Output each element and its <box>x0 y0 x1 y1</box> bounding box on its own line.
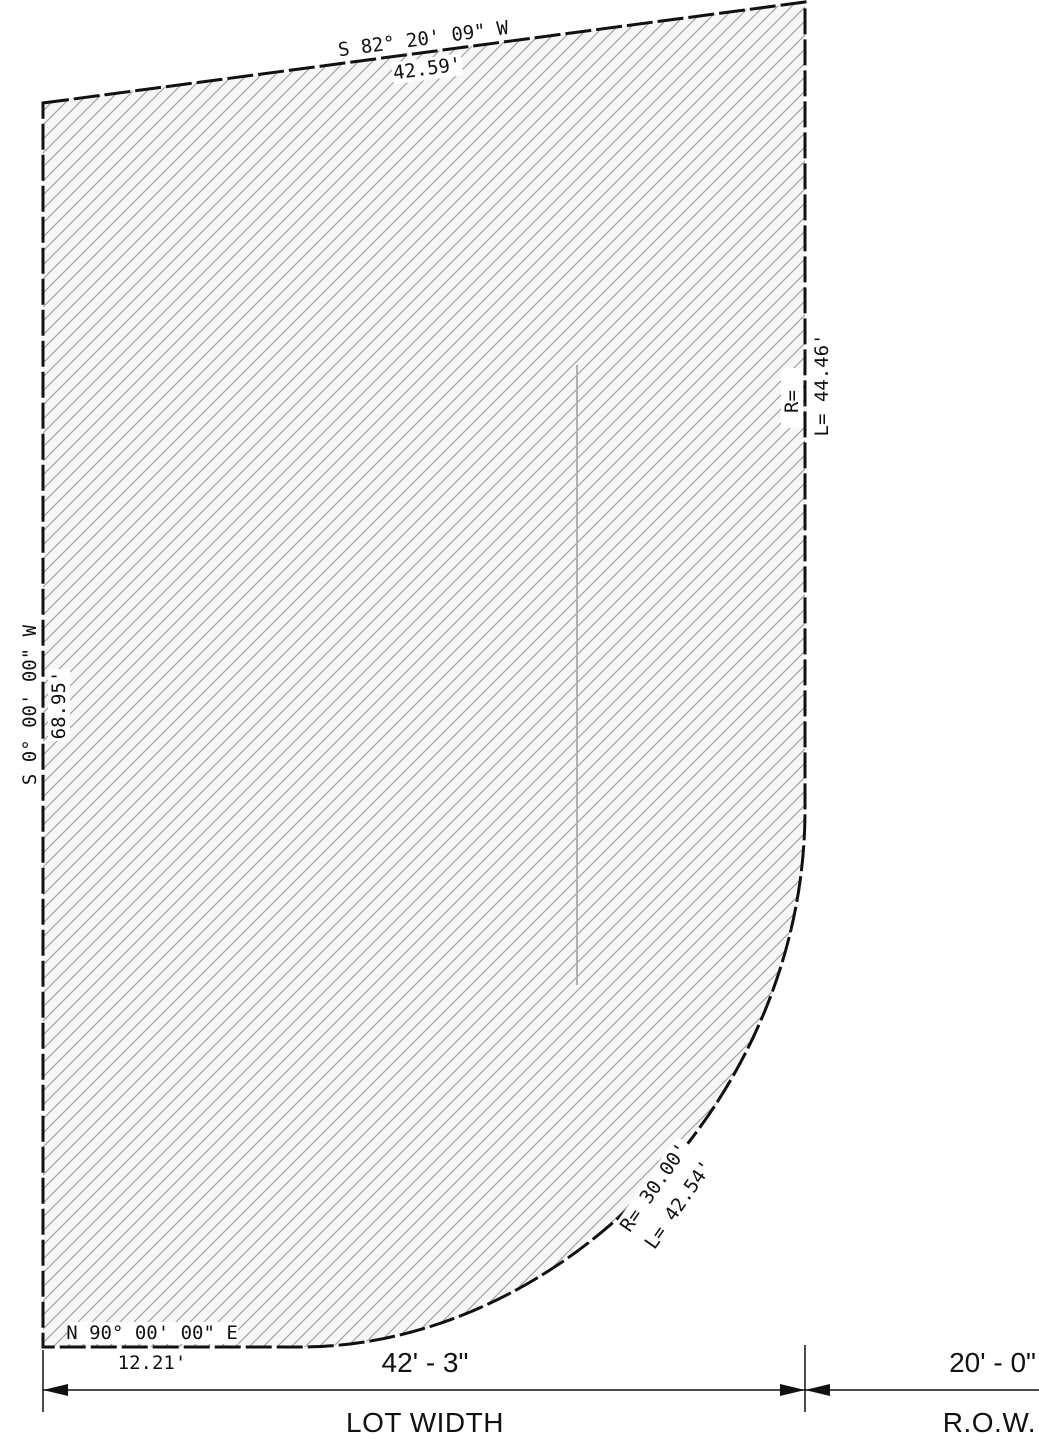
bottom-distance: 12.21' <box>118 1352 187 1374</box>
left-distance: 68.95' <box>48 671 70 740</box>
left-line-label: S 0° 00' 00" W 68.95' <box>19 617 70 793</box>
right-length: L= 44.46' <box>811 334 833 437</box>
lot-width-value: 42' - 3" <box>382 1347 469 1378</box>
left-bearing: S 0° 00' 00" W <box>19 624 41 785</box>
lot-area-hatch <box>43 2 805 1347</box>
lot-width-arrow-left <box>43 1384 68 1396</box>
right-line-label: R= L= 44.46' <box>781 334 833 437</box>
row-value: 20' - 0" <box>949 1347 1036 1378</box>
top-line-label: S 82° 20' 09" W 42.59' <box>334 16 512 85</box>
lot-width-arrow-right <box>780 1384 805 1396</box>
right-radius: R= <box>781 390 803 413</box>
bottom-line-label: N 90° 00' 00" E 12.21' <box>66 1322 238 1374</box>
row-label: R.O.W. <box>943 1407 1036 1438</box>
row-arrow-left <box>805 1384 830 1396</box>
lot-width-label: LOT WIDTH <box>346 1407 504 1438</box>
bottom-bearing: N 90° 00' 00" E <box>66 1322 238 1344</box>
